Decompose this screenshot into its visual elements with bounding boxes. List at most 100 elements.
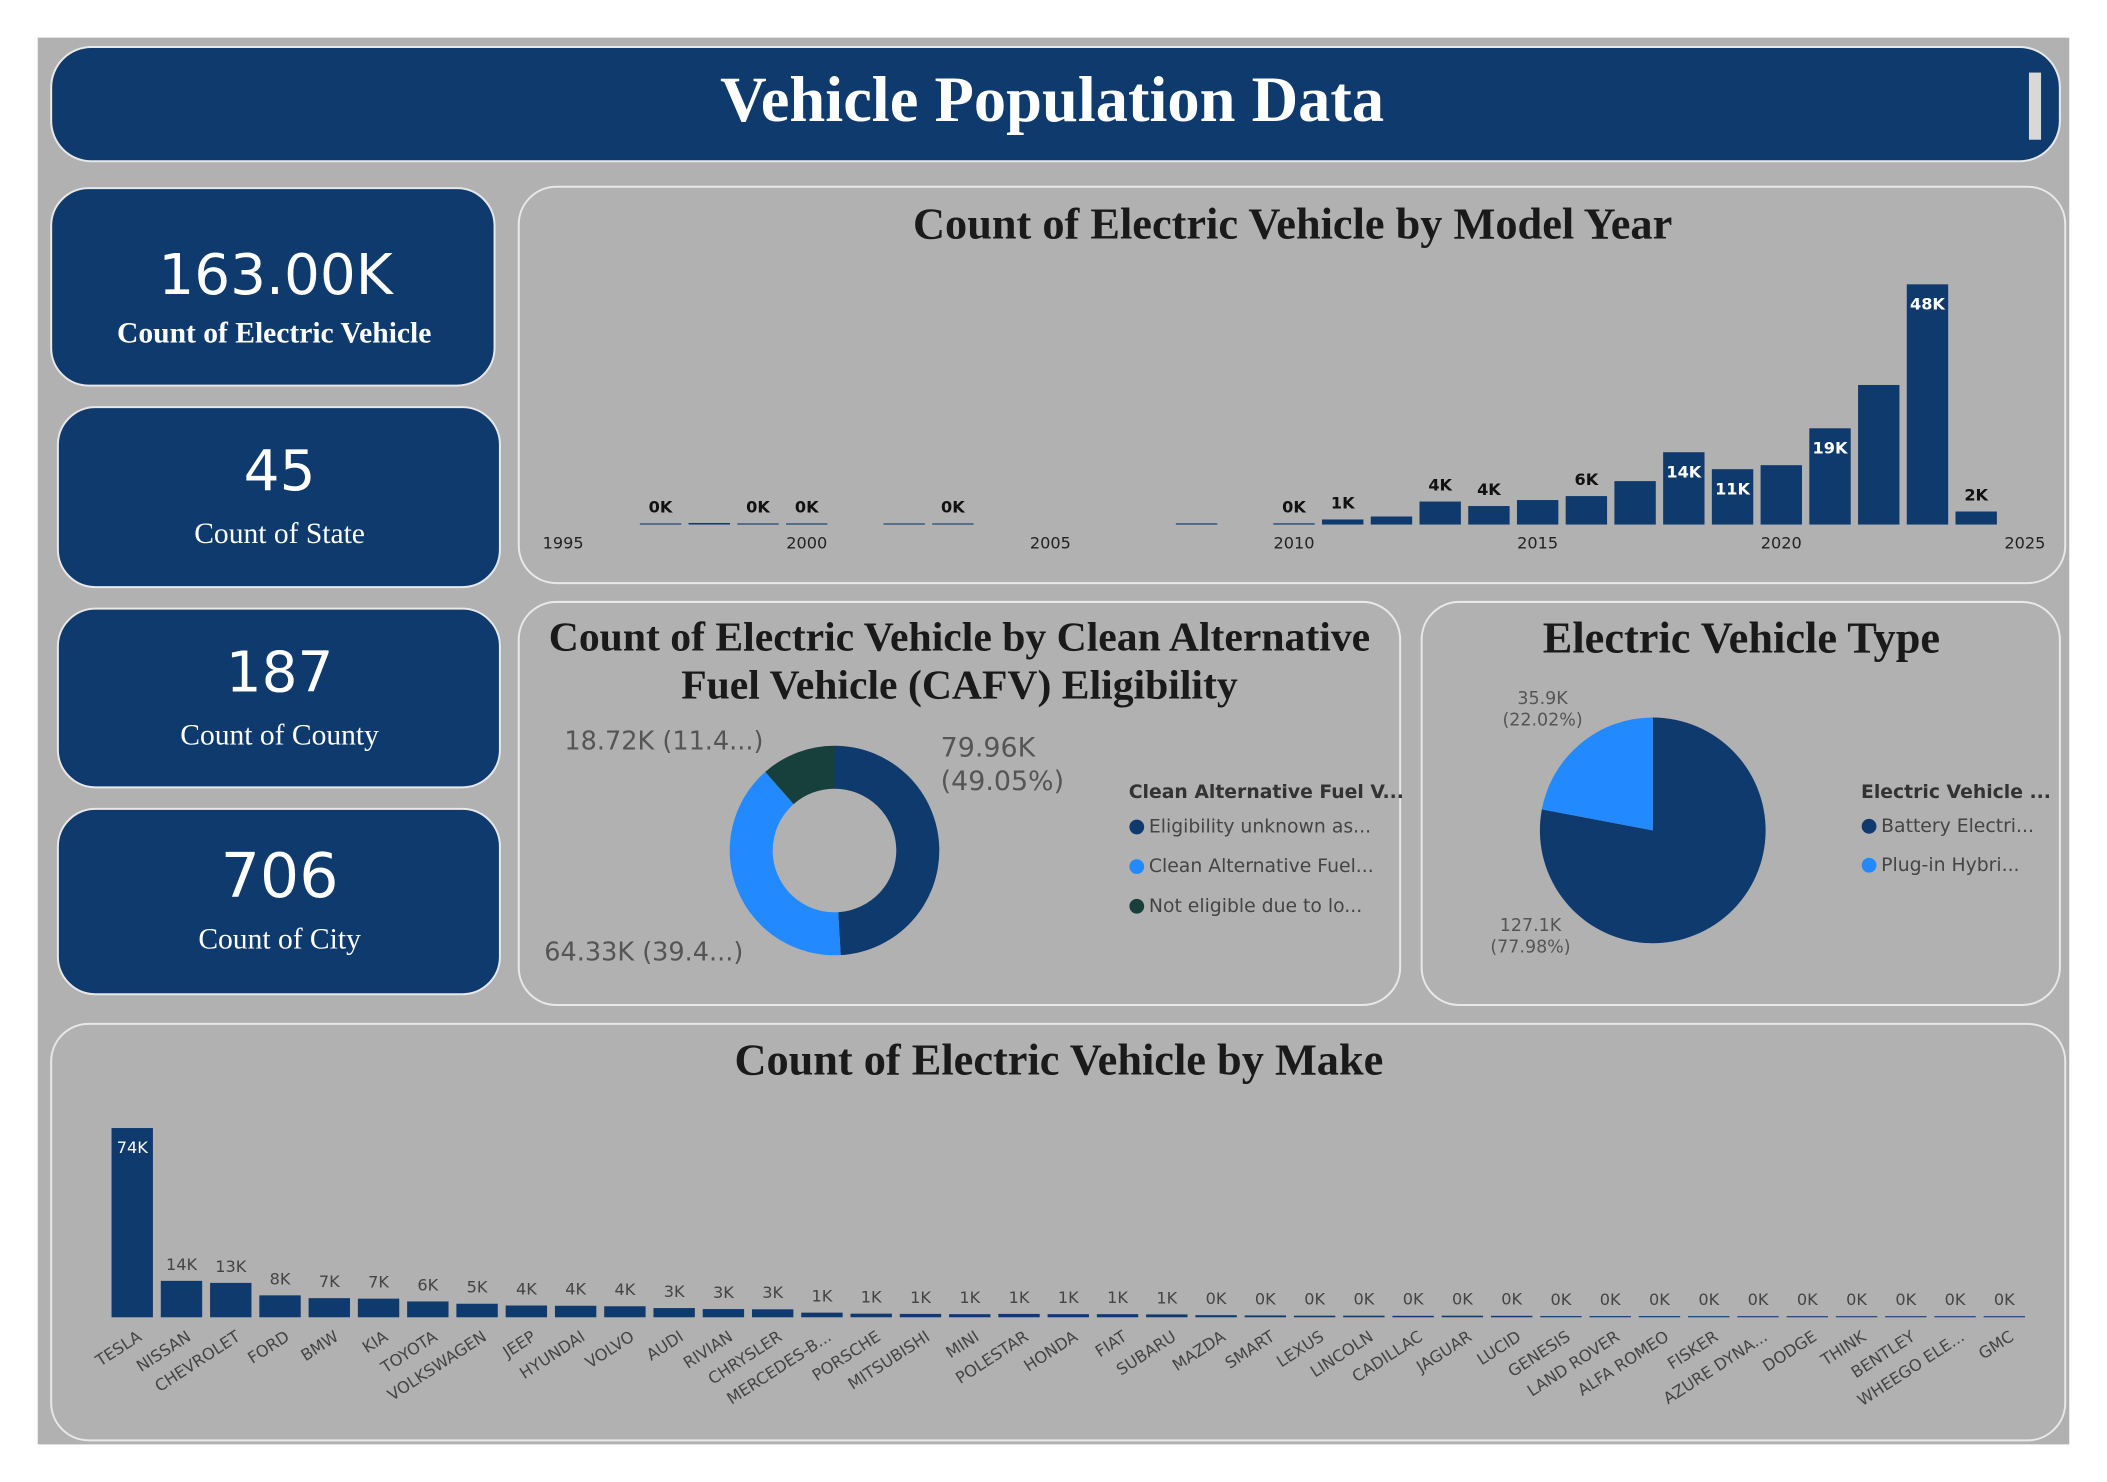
legend-label: Eligibility unknown as...	[1149, 816, 1371, 837]
data-label: 127.1K (77.98%)	[1490, 916, 1571, 959]
data-label: 7K	[319, 1272, 340, 1291]
slice	[834, 745, 940, 956]
chart-title: Electric Vehicle Type	[1543, 612, 1940, 662]
data-label: 11K	[1715, 479, 1750, 498]
data-label: 0K	[1255, 1289, 1276, 1308]
data-label: 0K	[1698, 1290, 1719, 1309]
bar	[160, 1280, 203, 1318]
x-tick-label: 2020	[1761, 534, 1802, 553]
slice	[729, 771, 841, 956]
data-label: 6K	[417, 1275, 438, 1294]
data-label-box: 79.96K (49.05%)	[940, 730, 1065, 797]
data-label: 1K	[1009, 1288, 1030, 1307]
card	[50, 187, 496, 387]
data-label: 6K	[1575, 470, 1599, 489]
bar	[1906, 284, 1949, 525]
data-label: 1K	[910, 1288, 931, 1307]
data-label: 4K	[614, 1280, 635, 1299]
x-tick-label: 2010	[1274, 534, 1315, 553]
data-label: 7K	[368, 1273, 389, 1292]
panel	[50, 1022, 2067, 1442]
header-title: Vehicle Population Data	[720, 64, 1384, 135]
data-label: 79.96K (49.05%)	[940, 730, 1065, 797]
data-label: 0K	[1206, 1289, 1227, 1308]
card-value: 706	[221, 840, 339, 912]
bar	[407, 1301, 449, 1318]
data-label: 4K	[1477, 480, 1501, 499]
bar	[1096, 1314, 1139, 1318]
x-tick-label: 2015	[1517, 534, 1558, 553]
data-label: 4K	[565, 1280, 586, 1299]
data-label: 0K	[1551, 1290, 1572, 1309]
slice	[765, 745, 835, 805]
card	[56, 607, 501, 789]
slice	[1541, 717, 1653, 831]
legend-label: Not eligible due to lo...	[1149, 896, 1362, 917]
data-label: 19K	[1813, 439, 1848, 458]
data-label: 0K	[1748, 1290, 1769, 1309]
data-label: 0K	[1501, 1290, 1522, 1309]
bar	[1468, 506, 1510, 525]
data-label: 1K	[1156, 1288, 1177, 1307]
legend-swatch	[1129, 898, 1145, 914]
legend-swatch	[1129, 859, 1145, 875]
data-label-box: 18.72K (11.4...)	[564, 726, 764, 757]
data-label: 4K	[516, 1279, 537, 1298]
legend-label: Battery Electri...	[1881, 816, 2034, 837]
card-label: Count of Electric Vehicle	[117, 318, 431, 350]
data-label: 8K	[270, 1269, 291, 1288]
card-label: Count of State	[194, 518, 365, 550]
data-label: 18.72K (11.4...)	[564, 726, 764, 757]
data-label: 74K	[117, 1138, 148, 1157]
bar	[1441, 1315, 1484, 1318]
data-label: 3K	[713, 1283, 734, 1302]
data-label: 0K	[795, 497, 819, 516]
bar	[1614, 481, 1656, 525]
bar	[653, 1308, 695, 1318]
bar	[357, 1298, 400, 1318]
data-label: 13K	[215, 1257, 246, 1276]
data-label: 0K	[1649, 1290, 1670, 1309]
x-tick-label: 2000	[786, 534, 827, 553]
data-label: 0K	[649, 497, 673, 516]
data-label: 5K	[467, 1278, 488, 1297]
data-label: 3K	[664, 1282, 685, 1301]
bar	[1322, 519, 1364, 525]
data-label: 3K	[762, 1283, 783, 1302]
card	[56, 807, 501, 996]
bar	[1858, 384, 1900, 525]
bar	[308, 1298, 350, 1318]
card	[56, 406, 501, 589]
card-label: Count of City	[198, 924, 361, 956]
x-tick-label: 1995	[543, 534, 584, 553]
data-label: 14K	[1666, 462, 1701, 481]
data-label: 0K	[1452, 1290, 1473, 1309]
legend-swatch	[1129, 819, 1145, 835]
data-label-box: 35.9K (22.02%)	[1502, 689, 1582, 731]
data-label: 1K	[1107, 1288, 1128, 1307]
bar	[1955, 511, 1997, 525]
data-label: 64.33K (39.4...)	[544, 937, 744, 968]
legend-title: Clean Alternative Fuel V...	[1129, 782, 1404, 803]
bar	[1146, 1314, 1188, 1318]
bar	[702, 1309, 745, 1318]
data-label: 1K	[1331, 493, 1355, 512]
data-label: 48K	[1910, 295, 1945, 314]
card-value: 45	[244, 439, 316, 504]
data-label: 2K	[1964, 485, 1988, 504]
bar	[1293, 1315, 1336, 1318]
bar	[505, 1305, 548, 1318]
bar	[1047, 1314, 1089, 1318]
x-tick-label: 2005	[1030, 534, 1071, 553]
data-label: 0K	[1304, 1290, 1325, 1309]
header-marker	[2028, 72, 2042, 140]
bar	[1370, 516, 1413, 525]
card-value: 187	[226, 640, 334, 705]
data-label: 0K	[1403, 1290, 1424, 1309]
bar	[259, 1295, 301, 1318]
bar	[1516, 500, 1559, 525]
chart-title: Count of Electric Vehicle by Model Year	[913, 199, 1672, 249]
bar	[1419, 501, 1461, 525]
